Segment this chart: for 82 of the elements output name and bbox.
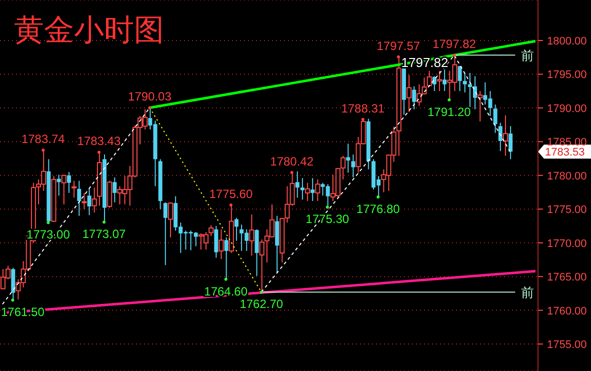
y-tick-label: 1790.00 [547,102,587,115]
candlestick [72,180,77,198]
series-label: 前 [521,285,534,300]
data-label: 1775.30 [306,212,350,226]
candlestick [305,182,310,202]
candlestick [87,188,92,216]
data-label: 1780.42 [270,154,314,169]
candlestick [458,66,462,92]
candlestick [11,267,16,301]
candlestick [462,72,467,93]
candlestick [254,228,259,276]
candlestick [346,143,350,174]
data-label: 1762.70 [240,297,284,312]
point [11,298,14,302]
candlestick [406,74,412,112]
y-tick-label: 1795.00 [547,69,587,82]
candlestick [168,202,173,238]
candlestick [432,76,436,92]
data-label: 1797.57 [376,38,420,53]
candlestick [249,214,254,256]
data-label: 1797.82 [432,37,476,52]
point [224,278,228,281]
point [452,54,456,57]
y-tick-label: 1755.00 [547,339,587,352]
candlestick [218,228,224,260]
candlestick [295,170,300,198]
y-tick-label: 1780.00 [547,170,587,182]
candlestick [208,224,214,237]
candlestick [508,126,513,160]
data-label: 1791.20 [427,104,472,119]
point [260,290,263,294]
y-tick-label: 1775.00 [547,204,587,216]
point [290,171,294,174]
candlestick [412,86,416,110]
candlestick [66,172,71,194]
candlestick [224,236,228,280]
y-tick-label: 1765.00 [547,272,587,284]
point [148,106,152,110]
candlestick [61,174,66,205]
candlestick [315,178,320,202]
candlestick [259,238,264,293]
candlestick [77,180,82,216]
data-label: 1783.43 [77,134,121,148]
candlestick [310,178,315,202]
candlestick [112,176,117,203]
point [396,55,400,58]
candlestick [300,178,304,200]
point [361,118,364,121]
point [376,195,380,198]
candlestick [214,225,218,258]
point [46,221,50,224]
point [102,220,106,224]
candlestick [498,122,502,152]
point [229,204,232,207]
data-label: 1775.60 [209,187,253,202]
data-label: 1788.31 [341,101,385,116]
data-label: 1773.07 [82,227,126,242]
data-label: 1776.80 [356,202,400,216]
candlestick [502,114,508,156]
data-label: 1790.03 [128,90,172,104]
candlestick [351,154,356,178]
candlestick [478,90,483,122]
candlestick [436,70,442,92]
candlestick [426,70,432,87]
point [97,150,100,154]
candlestick [82,192,87,210]
candlestick [493,104,498,134]
candlestick [442,68,447,92]
y-tick-label: 1760.00 [547,305,587,318]
y-tick-label: 1770.00 [547,238,587,250]
candlestick [234,217,238,242]
candlestick [163,202,168,266]
candlestick [92,187,97,213]
point [326,206,329,209]
y-tick-label: 1800.00 [547,35,587,48]
data-label: 1783.74 [21,132,66,146]
text: 黄金小时图 [14,13,164,48]
data-label: 1764.60 [204,284,248,298]
text: 1783.53 [545,146,585,159]
point [42,148,45,152]
series-label: 前 [521,48,534,64]
point [448,98,451,102]
